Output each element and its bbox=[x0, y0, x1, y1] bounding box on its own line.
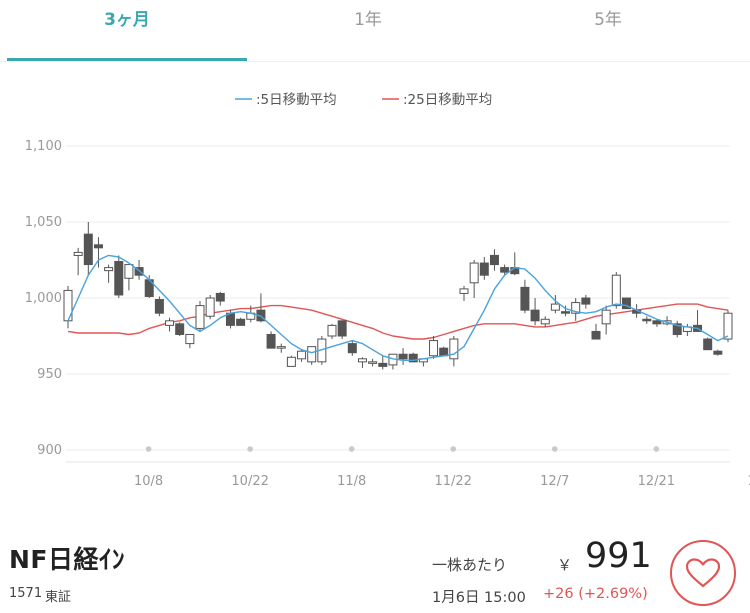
x-tick-label: 12/21 bbox=[638, 474, 675, 489]
x-tick-label: 1/6 bbox=[747, 474, 750, 489]
active-tab-indicator bbox=[7, 58, 247, 61]
legend-ma5-label: :5日移動平均 bbox=[256, 92, 337, 108]
candle-down bbox=[652, 320, 662, 325]
candle-up bbox=[459, 288, 469, 294]
candle-down bbox=[408, 353, 418, 363]
candle-up bbox=[429, 340, 439, 357]
x-axis: 10/8 10/22 11/8 11/22 12/7 12/21 1/6 bbox=[66, 446, 750, 489]
x-tick-label: 10/8 bbox=[134, 474, 163, 489]
x-tick-dot bbox=[551, 446, 558, 452]
x-tick-dot bbox=[145, 446, 152, 452]
candle-down bbox=[672, 323, 682, 335]
x-tick-dot bbox=[348, 446, 355, 452]
x-tick-label: 11/8 bbox=[337, 474, 366, 489]
period-tabs: 3ヶ月 1年 5年 bbox=[0, 0, 750, 62]
candle-down bbox=[347, 343, 357, 354]
tab-3-months[interactable]: 3ヶ月 bbox=[104, 10, 150, 30]
candle-up bbox=[104, 267, 114, 272]
candle-down bbox=[215, 292, 225, 302]
ma5-line bbox=[67, 254, 729, 361]
price-chart: :5日移動平均 :25日移動平均 900 950 1,000 1,050 1,100 1… bbox=[25, 92, 750, 489]
candle-down bbox=[154, 299, 164, 314]
x-tick-label: 12/7 bbox=[540, 474, 569, 489]
price-change: +26 (+2.69%) bbox=[543, 586, 648, 602]
candle-down bbox=[93, 244, 103, 249]
stock-name: NF日経ｲﾝ bbox=[9, 545, 126, 574]
x-tick-label: 11/22 bbox=[434, 474, 471, 489]
candle-down bbox=[439, 347, 449, 357]
candle-up bbox=[723, 312, 733, 340]
stock-price: 991 bbox=[585, 536, 652, 576]
candle-down bbox=[479, 262, 489, 276]
candle-down bbox=[500, 267, 510, 273]
tabs-divider bbox=[0, 61, 750, 62]
candle-up bbox=[540, 318, 550, 325]
candle-down bbox=[114, 261, 124, 296]
candle-down bbox=[236, 318, 246, 326]
candle-down bbox=[83, 233, 93, 266]
candle-down bbox=[520, 286, 530, 311]
x-tick-label: 10/22 bbox=[231, 474, 268, 489]
candle-up bbox=[469, 262, 479, 284]
candle-down bbox=[561, 311, 571, 314]
candle-down bbox=[378, 362, 388, 367]
candle-down bbox=[581, 297, 591, 305]
candle-up bbox=[73, 251, 83, 256]
ma5-series bbox=[67, 254, 729, 361]
candle-down bbox=[337, 320, 347, 337]
x-tick-dot bbox=[653, 446, 660, 452]
tab-5-years[interactable]: 5年 bbox=[594, 10, 622, 30]
currency-symbol: ￥ bbox=[557, 556, 573, 574]
y-tick-label: 900 bbox=[37, 443, 62, 458]
ma25-line bbox=[67, 303, 729, 340]
candle-up bbox=[327, 324, 337, 337]
quote-datetime: 1月6日 15:00 bbox=[432, 590, 526, 606]
y-axis: 900 950 1,000 1,050 1,100 bbox=[25, 139, 62, 458]
candle-up bbox=[185, 333, 195, 345]
ma25-series bbox=[67, 303, 729, 340]
candle-down bbox=[175, 323, 185, 335]
per-share-label: 一株あたり bbox=[432, 556, 508, 574]
candle-up bbox=[205, 297, 215, 317]
candle-down bbox=[713, 350, 723, 355]
x-tick-dot bbox=[450, 446, 457, 452]
candle-up bbox=[297, 350, 307, 360]
y-tick-label: 1,050 bbox=[25, 215, 62, 230]
candle-down bbox=[642, 318, 652, 322]
candlestick-series bbox=[63, 222, 733, 370]
candle-down bbox=[591, 330, 601, 340]
candle-up bbox=[276, 346, 286, 349]
chart-legend: :5日移動平均 :25日移動平均 bbox=[235, 92, 492, 108]
candle-up bbox=[286, 356, 296, 367]
candle-up bbox=[550, 303, 560, 311]
candle-down bbox=[703, 338, 713, 351]
candle-up bbox=[357, 358, 367, 363]
y-tick-label: 1,100 bbox=[25, 139, 62, 154]
tab-1-year[interactable]: 1年 bbox=[354, 10, 382, 30]
candle-down bbox=[398, 353, 408, 360]
x-tick-dot bbox=[247, 446, 253, 452]
heart-icon bbox=[686, 558, 720, 588]
legend-ma25-label: :25日移動平均 bbox=[403, 92, 492, 108]
candle-up bbox=[601, 309, 611, 325]
candle-up bbox=[307, 346, 317, 363]
candle-up bbox=[368, 361, 378, 364]
candle-down bbox=[530, 309, 540, 322]
candle-down bbox=[621, 297, 631, 310]
candle-up bbox=[449, 338, 459, 360]
stock-exchange: 東証 bbox=[45, 590, 72, 605]
candle-up bbox=[165, 320, 175, 326]
candle-down bbox=[489, 254, 499, 266]
candle-up bbox=[124, 264, 134, 279]
y-tick-label: 950 bbox=[37, 367, 62, 382]
stock-code: 1571 bbox=[9, 586, 43, 601]
candle-down bbox=[266, 333, 276, 349]
candle-up bbox=[195, 305, 205, 329]
candle-up bbox=[611, 274, 621, 307]
candle-up bbox=[571, 302, 581, 314]
y-tick-label: 1,000 bbox=[25, 291, 62, 306]
favorite-button[interactable] bbox=[670, 540, 736, 606]
